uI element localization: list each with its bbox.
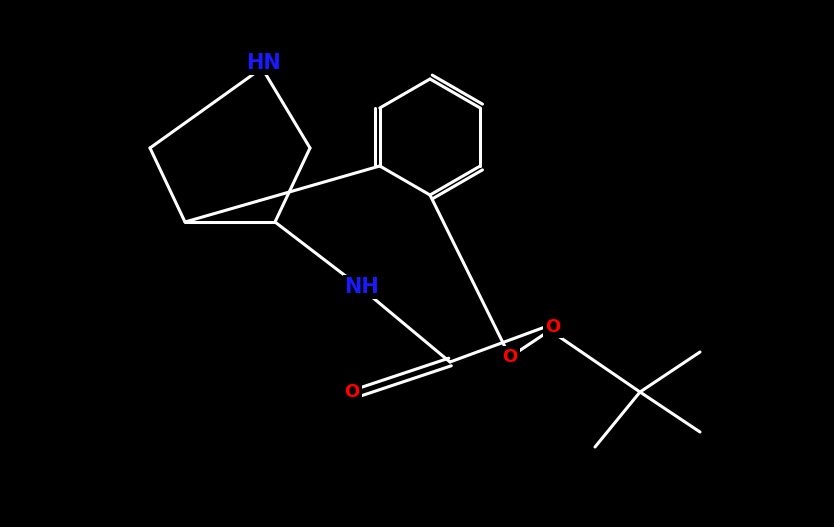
Text: HN: HN [247,53,281,73]
Text: NH: NH [344,277,379,297]
Text: O: O [502,348,518,366]
Text: O: O [545,318,560,336]
Text: O: O [344,383,359,401]
